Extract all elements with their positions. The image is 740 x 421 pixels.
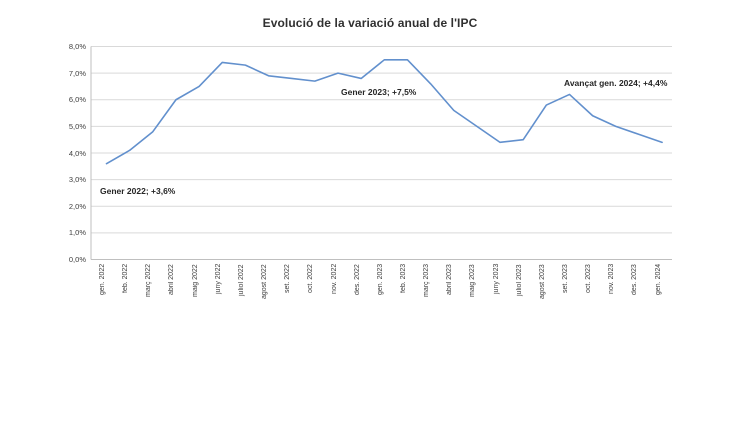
y-axis-label: 5,0%	[68, 121, 86, 131]
y-axis-label: 1,0%	[68, 228, 86, 238]
x-axis-label: març 2022	[145, 264, 153, 298]
x-axis-label: abril 2023	[446, 264, 454, 295]
x-axis-label: nov. 2022	[330, 264, 338, 295]
annotation-avancat-gen-2024: Avançat gen. 2024; +4,4%	[564, 78, 668, 88]
y-axis-label: 0,0%	[68, 255, 86, 264]
x-axis-label: agost 2023	[538, 264, 546, 299]
annotation-gener-2022: Gener 2022; +3,6%	[100, 186, 176, 196]
annotation-gener-2023: Gener 2023; +7,5%	[341, 87, 417, 97]
x-axis-label: set. 2023	[562, 264, 569, 293]
y-axis-label: 4,0%	[68, 148, 86, 158]
x-axis-label: gen. 2023	[376, 264, 384, 296]
x-axis-label: maig 2022	[191, 264, 199, 297]
x-axis-label: gen. 2022	[99, 264, 106, 296]
y-axis-label: 3,0%	[68, 175, 86, 185]
x-axis-label: agost 2022	[261, 264, 269, 299]
y-axis-label: 2,0%	[68, 201, 86, 211]
x-axis-label: des. 2022	[353, 264, 361, 295]
y-axis-label: 6,0%	[68, 95, 86, 105]
x-axis-label: feb. 2022	[122, 264, 130, 294]
y-axis-label: 8,0%	[68, 42, 86, 51]
y-axis-label: 7,0%	[68, 68, 86, 78]
x-axis-label: set. 2022	[284, 264, 292, 293]
chart-title: Evolució de la variació anual de l'IPC	[262, 16, 478, 30]
x-axis-label: juny 2022	[214, 264, 222, 295]
x-axis-label: juliol 2023	[515, 264, 523, 296]
ipc-line	[105, 59, 663, 165]
x-axis-label: des. 2023	[631, 264, 639, 295]
x-axis-label: feb. 2023	[399, 264, 407, 294]
x-axis-label: oct. 2022	[307, 264, 315, 293]
x-axis-label: març 2023	[423, 264, 431, 298]
x-axis-label: gen. 2024	[654, 264, 662, 296]
x-axis-label: oct. 2023	[585, 264, 593, 293]
x-axis-label: abril 2022	[168, 264, 176, 295]
x-axis-label: juliol 2022	[237, 264, 245, 296]
x-axis-label: nov. 2023	[608, 264, 616, 295]
x-axis-label: maig 2023	[469, 264, 477, 297]
x-axis-label: juny 2023	[492, 264, 500, 295]
